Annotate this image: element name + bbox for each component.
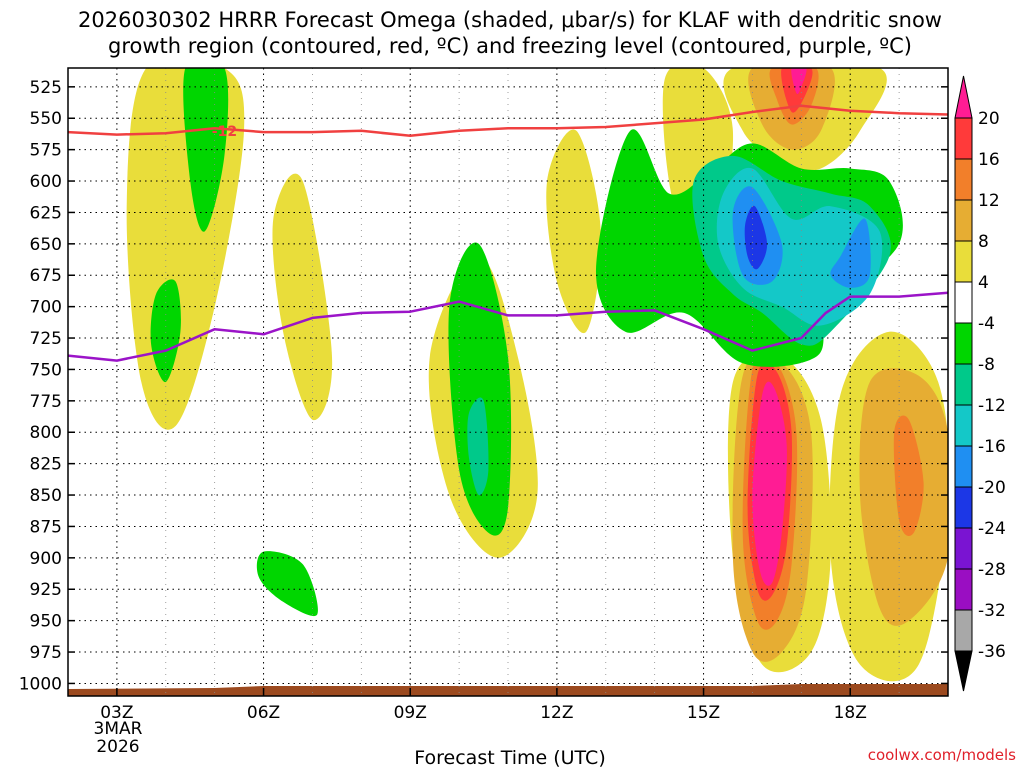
ytick-label-675: 675 [30, 266, 62, 286]
colorbar-label--4: -4 [978, 314, 995, 334]
freezing-level-line [67, 291, 949, 362]
title: 2026030302 HRRR Forecast Omega (shaded, … [78, 8, 942, 58]
xtick-label-15Z: 15Z [687, 703, 720, 723]
ytick-label-925: 925 [30, 580, 62, 600]
ytick-label-725: 725 [30, 329, 62, 349]
omega-region-24 [448, 242, 512, 536]
omega-region-22 [150, 279, 181, 383]
colorbar-over-arrow [954, 75, 973, 119]
colorbar-segment--20 [954, 445, 973, 488]
surface-terrain [68, 684, 948, 696]
colorbar: 20 16 12 8 4 -4 -8 -12 -16 -20 -24 -28 -32 -36 [954, 75, 1006, 692]
omega-region-20 [791, 68, 807, 95]
colorbar-segment-16 [954, 117, 973, 160]
ytick-label-900: 900 [30, 549, 62, 569]
colorbar-segment--36 [954, 609, 973, 652]
colorbar-label--20: -20 [978, 478, 1006, 498]
colorbar-label-4: 4 [978, 273, 989, 293]
xtick-label-03Z: 03Z [100, 703, 133, 723]
xtick-label-12Z: 12Z [540, 703, 573, 723]
colorbar-label--24: -24 [978, 519, 1006, 539]
y-axis-ticks: 525 550 575 600 625 650 675 700 725 750 775 800 825 8… [19, 78, 948, 694]
colorbar-label-16: 16 [978, 150, 1000, 170]
ytick-label-775: 775 [30, 392, 62, 412]
ytick-label-550: 550 [30, 109, 62, 129]
ytick-label-625: 625 [30, 203, 62, 223]
ytick-label-600: 600 [30, 172, 62, 192]
surface-band [68, 684, 948, 696]
colorbar-label--16: -16 [978, 437, 1006, 457]
title-line-1: 2026030302 HRRR Forecast Omega (shaded, … [78, 8, 942, 32]
ytick-label-975: 975 [30, 643, 62, 663]
colorbar-segment-4 [954, 240, 973, 283]
xtick-label-06Z: 06Z [247, 703, 280, 723]
colorbar-segment--4 [954, 281, 973, 324]
ytick-label-525: 525 [30, 78, 62, 98]
xtick-label-09Z: 09Z [394, 703, 427, 723]
colorbar-segment--24 [954, 486, 973, 529]
colorbar-segment--16 [954, 404, 973, 447]
ytick-label-875: 875 [30, 517, 62, 537]
x-axis-ticks: 03Z 06Z 09Z 12Z 15Z 18Z [100, 688, 867, 723]
colorbar-segment-12 [954, 158, 973, 201]
colorbar-under-arrow [954, 650, 973, 692]
colorbar-label-20: 20 [978, 109, 1000, 129]
colorbar-segment--8 [954, 322, 973, 365]
ytick-label-1000: 1000 [19, 674, 62, 694]
omega-region-30 [830, 218, 871, 288]
omega-region-4 [272, 173, 333, 421]
ytick-label-650: 650 [30, 235, 62, 255]
omega-region-26 [467, 397, 489, 496]
ytick-label-750: 750 [30, 360, 62, 380]
contour-lines: -12 [67, 104, 949, 362]
x-date-label: 3MAR [94, 719, 143, 739]
credit-text: coolwx.com/models [868, 746, 1016, 764]
ytick-label-825: 825 [30, 455, 62, 475]
x-year-label: 2026 [96, 737, 139, 757]
colorbar-label--12: -12 [978, 396, 1006, 416]
omega-region-6 [546, 129, 602, 334]
colorbar-segment--12 [954, 363, 973, 406]
plot-frame [67, 67, 949, 697]
colorbar-segment-8 [954, 199, 973, 242]
colorbar-segment--32 [954, 568, 973, 611]
ytick-label-800: 800 [30, 423, 62, 443]
dendritic-contour-label: -12 [212, 124, 237, 140]
colorbar-segment--28 [954, 527, 973, 570]
ytick-label-575: 575 [30, 141, 62, 161]
omega-region-23 [256, 551, 318, 617]
colorbar-label--28: -28 [978, 560, 1006, 580]
xtick-label-18Z: 18Z [834, 703, 867, 723]
ytick-label-700: 700 [30, 298, 62, 318]
colorbar-label--32: -32 [978, 601, 1006, 621]
colorbar-label--8: -8 [978, 355, 995, 375]
omega-region-16 [893, 415, 924, 536]
colorbar-label-8: 8 [978, 232, 989, 252]
grid-lines [67, 68, 949, 696]
title-line-2: growth region (contoured, red, ºC) and f… [108, 34, 912, 58]
x-axis-label: Forecast Time (UTC) [414, 747, 605, 768]
omega-shading [77, 68, 948, 696]
omega-region-31 [744, 205, 768, 270]
ytick-label-850: 850 [30, 486, 62, 506]
dendritic-contour-line [67, 104, 949, 138]
colorbar-label--36: -36 [978, 642, 1006, 662]
ytick-label-950: 950 [30, 612, 62, 632]
colorbar-label-12: 12 [978, 191, 1000, 211]
